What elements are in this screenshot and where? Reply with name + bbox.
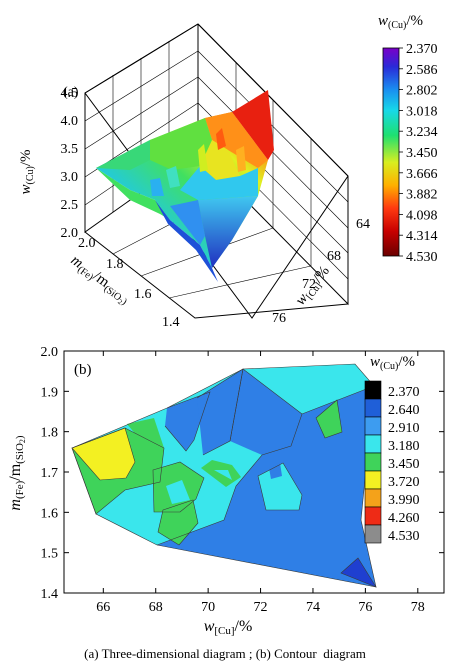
x-tick-label: 72 bbox=[254, 600, 268, 615]
figure-caption: (a) Three-dimensional diagram ; (b) Cont… bbox=[84, 646, 366, 661]
x-tick: 72 bbox=[302, 277, 316, 292]
colorbar-tick-label: 4.098 bbox=[406, 208, 438, 223]
x-tick-label: 70 bbox=[201, 600, 215, 615]
panel-label-b: (b) bbox=[74, 362, 92, 378]
y-tick: 1.8 bbox=[106, 257, 124, 272]
y-tick-label: 1.4 bbox=[41, 587, 59, 602]
colorbar-tick-label: 3.018 bbox=[406, 104, 438, 119]
legend-swatch bbox=[364, 380, 382, 400]
colorbar-tick-label: 4.314 bbox=[406, 229, 438, 244]
x3d-axis-label: w[Cu]/% bbox=[293, 263, 335, 310]
z-tick: 4.0 bbox=[61, 114, 79, 129]
y-tick-label: 2.0 bbox=[41, 345, 59, 360]
y-tick-label: 1.8 bbox=[41, 426, 59, 441]
legend-label: 3.180 bbox=[388, 439, 420, 454]
legend: w(Cu)/% 2.370 2.640 2.910 3.180 3.450 3.720 3.… bbox=[364, 354, 420, 544]
y-tick: 2.0 bbox=[78, 236, 96, 251]
z-tick: 2.5 bbox=[61, 198, 79, 213]
z-tick: 4.5 bbox=[61, 86, 79, 101]
x-tick: 76 bbox=[272, 311, 286, 326]
panel-a: 4.5 4.0 3.5 3.0 2.5 2.0 w(Cu)/% 2.0 1.8 … bbox=[18, 13, 438, 330]
x-tick-label: 78 bbox=[411, 600, 425, 615]
colorbar-ticks: 2.370 2.586 2.802 3.018 3.234 3.450 3.666 3.882… bbox=[399, 42, 438, 265]
z-ticks: 4.5 4.0 3.5 3.0 2.5 2.0 bbox=[61, 86, 79, 241]
legend-label: 4.260 bbox=[388, 511, 420, 526]
legend-label: 3.720 bbox=[388, 475, 420, 490]
legend-items: 2.370 2.640 2.910 3.180 3.450 3.720 3.990 4.260… bbox=[364, 380, 420, 544]
y-tick: 1.4 bbox=[162, 315, 180, 330]
y-tick-label: 1.5 bbox=[41, 547, 59, 562]
z-tick: 3.0 bbox=[61, 170, 79, 185]
legend-label: 2.910 bbox=[388, 421, 420, 436]
legend-swatch bbox=[364, 452, 382, 472]
y-axis-label: m(Fe)/m(SiO2) bbox=[7, 435, 27, 511]
x-axis-label: w[Cu]/% bbox=[204, 618, 253, 637]
legend-label: 3.450 bbox=[388, 457, 420, 472]
legend-label: 2.640 bbox=[388, 403, 420, 418]
panel-b: 66 68 70 72 74 76 78 1.4 1.5 1.6 1.7 1.8 1.9 2.0 w[C… bbox=[7, 345, 445, 637]
colorbar-tick-label: 3.450 bbox=[406, 146, 438, 161]
x-tick-label: 74 bbox=[306, 600, 320, 615]
legend-swatch bbox=[364, 398, 382, 418]
x-tick-label: 76 bbox=[358, 600, 372, 615]
colorbar-title: w(Cu)/% bbox=[378, 13, 423, 31]
z-tick: 3.5 bbox=[61, 142, 79, 157]
legend-title: w(Cu)/% bbox=[370, 354, 415, 372]
colorbar-tick-label: 2.586 bbox=[406, 63, 438, 78]
colorbar: w(Cu)/% 2.370 2.586 2.802 3.018 3.234 3.450 3.… bbox=[378, 13, 438, 265]
legend-swatch bbox=[364, 506, 382, 526]
x-tick-label: 68 bbox=[149, 600, 163, 615]
legend-swatch bbox=[364, 470, 382, 490]
colorbar-tick-label: 3.234 bbox=[406, 125, 438, 140]
legend-swatch bbox=[364, 524, 382, 544]
x-tick: 68 bbox=[327, 249, 341, 264]
colorbar-tick-label: 2.802 bbox=[406, 84, 438, 99]
x-tick: 64 bbox=[356, 217, 370, 232]
legend-swatch bbox=[364, 416, 382, 436]
legend-swatch bbox=[364, 488, 382, 508]
colorbar-tick-label: 2.370 bbox=[406, 42, 438, 57]
z-tick: 2.0 bbox=[61, 226, 79, 241]
y3d-ticks: 2.0 1.8 1.6 1.4 bbox=[78, 236, 180, 330]
legend-label: 4.530 bbox=[388, 529, 420, 544]
y-ticks: 1.4 1.5 1.6 1.7 1.8 1.9 2.0 bbox=[41, 345, 444, 602]
y-tick-label: 1.9 bbox=[41, 385, 59, 400]
z-axis-label: w(Cu)/% bbox=[18, 149, 36, 194]
x3d-ticks: 64 68 72 76 bbox=[272, 217, 370, 326]
legend-swatch bbox=[364, 434, 382, 454]
y-tick-label: 1.6 bbox=[41, 506, 59, 521]
legend-label: 3.990 bbox=[388, 493, 420, 508]
x-tick-label: 66 bbox=[96, 600, 110, 615]
legend-label: 2.370 bbox=[388, 385, 420, 400]
colorbar-tick-label: 3.882 bbox=[406, 188, 438, 203]
colorbar-gradient bbox=[382, 47, 400, 257]
colorbar-tick-label: 3.666 bbox=[406, 167, 438, 182]
x-ticks: 66 68 70 72 74 76 78 bbox=[96, 351, 425, 615]
y-tick: 1.6 bbox=[134, 287, 152, 302]
y-tick-label: 1.7 bbox=[41, 466, 59, 481]
surface bbox=[96, 90, 274, 282]
colorbar-tick-label: 4.530 bbox=[406, 250, 438, 265]
panel-label-a: (a) bbox=[63, 85, 79, 100]
